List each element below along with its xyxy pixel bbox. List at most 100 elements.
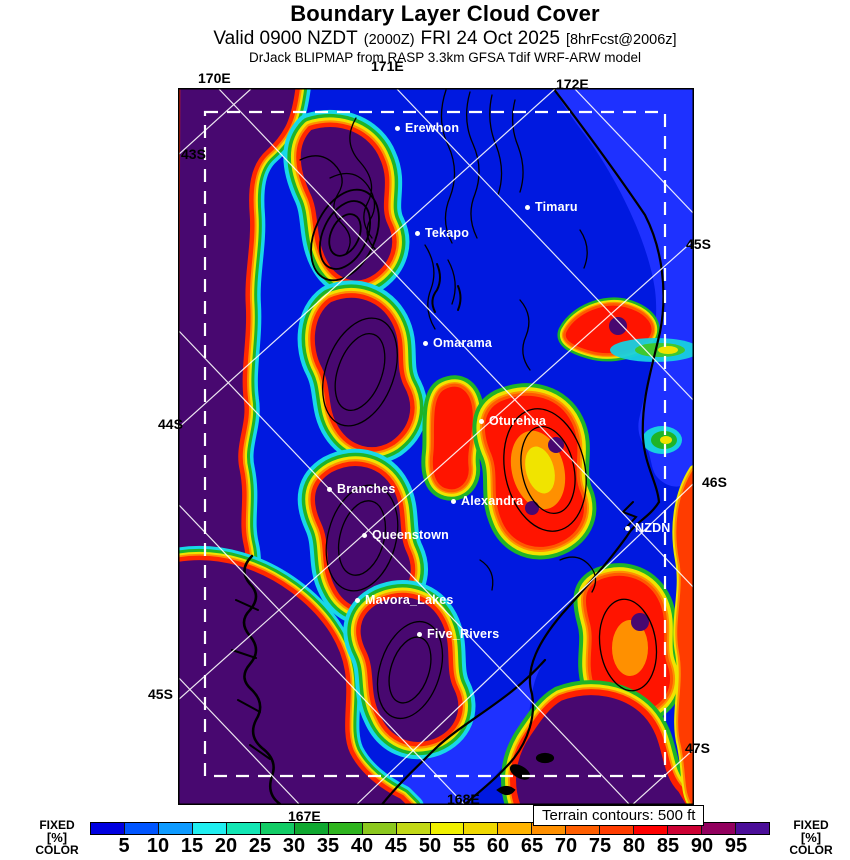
model-line: DrJack BLIPMAP from RASP 3.3km GFSA Tdif… bbox=[248, 50, 642, 65]
colorbar-tick-label: 55 bbox=[452, 835, 476, 857]
colorbar-segment bbox=[294, 823, 329, 834]
fixed-label-line: FIXED bbox=[793, 818, 829, 832]
city-marker: Branches bbox=[327, 482, 396, 496]
city-dot-icon bbox=[395, 125, 400, 131]
terrain-shading bbox=[176, 86, 694, 805]
domain-boundary bbox=[203, 110, 667, 778]
fixed-label-line: FIXED bbox=[39, 818, 75, 832]
colorbar-tick-label: 15 bbox=[180, 835, 204, 857]
colorbar-tick-label: 25 bbox=[248, 835, 272, 857]
colorbar-tick-label: 20 bbox=[214, 835, 238, 857]
city-label: Timaru bbox=[535, 200, 578, 214]
colorbar-segment bbox=[430, 823, 465, 834]
colorbar-tick-label: 65 bbox=[520, 835, 544, 857]
grid-label: 167E bbox=[288, 808, 321, 824]
city-dot-icon bbox=[625, 525, 630, 531]
colorbar-segment bbox=[702, 823, 737, 834]
city-marker: Tekapo bbox=[415, 226, 469, 240]
coastline bbox=[231, 88, 665, 805]
fixed-label-line: [%] bbox=[46, 829, 68, 845]
colorbar-segment bbox=[668, 823, 703, 834]
colorbar-tick-label: 70 bbox=[554, 835, 578, 857]
grid-label: 171E bbox=[371, 58, 404, 74]
city-label: Erewhon bbox=[405, 121, 460, 135]
city-label: Omarama bbox=[433, 336, 493, 350]
city-label: Mavora_Lakes bbox=[365, 593, 454, 607]
city-dot-icon bbox=[525, 204, 530, 210]
fixed-label-line: COLOR bbox=[35, 843, 79, 857]
city-marker: Timaru bbox=[525, 200, 578, 214]
header: Boundary Layer Cloud Cover Valid 0900 NZ… bbox=[40, 1, 850, 65]
city-label: Oturehua bbox=[489, 414, 547, 428]
grid-label: 43S bbox=[181, 146, 206, 162]
colorbar-segment bbox=[634, 823, 669, 834]
colorbar-tick-label: 85 bbox=[656, 835, 680, 857]
colorbar-segment bbox=[498, 823, 533, 834]
colorbar-segment bbox=[226, 823, 261, 834]
colorbar-tick-label: 75 bbox=[588, 835, 612, 857]
city-label: Five_Rivers bbox=[427, 627, 500, 641]
colorbar-tick-label: 95 bbox=[724, 835, 748, 857]
map-frame bbox=[178, 88, 694, 805]
colorbar-segment bbox=[260, 823, 295, 834]
colorbar-segment bbox=[91, 823, 125, 834]
colorbar-segment bbox=[124, 823, 159, 834]
page-title: Boundary Layer Cloud Cover bbox=[290, 1, 600, 26]
fixed-color-label-right: FIXED [%] COLOR bbox=[778, 819, 844, 857]
city-label: NZDN bbox=[635, 521, 671, 535]
colorbar-tick-label: 35 bbox=[316, 835, 340, 857]
colorbar-tick-label: 45 bbox=[384, 835, 408, 857]
colorbar-tick-label: 30 bbox=[282, 835, 306, 857]
colorbar-tick-label: 90 bbox=[690, 835, 714, 857]
colorbar-segments bbox=[90, 822, 770, 835]
colorbar-segment bbox=[600, 823, 635, 834]
city-dot-icon bbox=[451, 498, 456, 504]
city-marker: Oturehua bbox=[479, 414, 546, 428]
city-marker: Alexandra bbox=[451, 494, 523, 508]
colorbar-segment bbox=[532, 823, 567, 834]
contour-lines bbox=[299, 89, 658, 720]
valid-prefix: Valid 0900 NZDT bbox=[213, 28, 358, 49]
fixed-label-line: COLOR bbox=[789, 843, 833, 857]
colorbar-ticks: 5 10 15 20 25 30 35 40 45 50 55 60 65 70 75 80 85 90 95 bbox=[90, 835, 770, 859]
colorbar-segment bbox=[396, 823, 431, 834]
colorbar-segment bbox=[362, 823, 397, 834]
colorbar-segment bbox=[158, 823, 193, 834]
city-marker: Mavora_Lakes bbox=[355, 593, 454, 607]
colorbar-tick-label: 60 bbox=[486, 835, 510, 857]
grid-label: 172E bbox=[556, 76, 589, 92]
fixed-color-label-left: FIXED [%] COLOR bbox=[24, 819, 90, 857]
city-label: Queenstown bbox=[372, 528, 450, 542]
city-dot-icon bbox=[327, 486, 332, 492]
city-marker: Omarama bbox=[423, 336, 492, 350]
city-dot-icon bbox=[417, 631, 422, 637]
colorbar-tick-label: 5 bbox=[118, 835, 130, 857]
valid-time-line: Valid 0900 NZDT (2000Z) FRI 24 Oct 2025 [8h… bbox=[40, 28, 850, 50]
city-label: Tekapo bbox=[425, 226, 470, 240]
graticule-lines bbox=[178, 88, 694, 805]
colorbar-segment bbox=[328, 823, 363, 834]
city-marker: Five_Rivers bbox=[417, 627, 499, 641]
city-dot-icon bbox=[362, 532, 367, 538]
city-dot-icon bbox=[415, 230, 420, 236]
colorbar-tick-label: 50 bbox=[418, 835, 442, 857]
grid-label: 170E bbox=[198, 70, 231, 86]
city-label: Alexandra bbox=[461, 494, 524, 508]
grid-label: 47S bbox=[685, 740, 710, 756]
colorbar-segment bbox=[464, 823, 499, 834]
colorbar-tick-label: 10 bbox=[146, 835, 170, 857]
valid-zulu: (2000Z) bbox=[363, 32, 415, 48]
colorbar-segment bbox=[566, 823, 601, 834]
city-marker: Erewhon bbox=[395, 121, 459, 135]
terrain-contour-note: Terrain contours: 500 ft bbox=[533, 805, 705, 826]
grid-label: 45S bbox=[148, 686, 173, 702]
valid-date: FRI 24 Oct 2025 bbox=[420, 28, 560, 49]
grid-label: 45S bbox=[686, 236, 711, 252]
city-dot-icon bbox=[355, 597, 360, 603]
colorbar-tick-label: 80 bbox=[622, 835, 646, 857]
city-dot-icon bbox=[423, 340, 428, 346]
city-marker: Queenstown bbox=[362, 528, 449, 542]
forecast-tag: [8hrFcst@2006z] bbox=[565, 32, 677, 48]
